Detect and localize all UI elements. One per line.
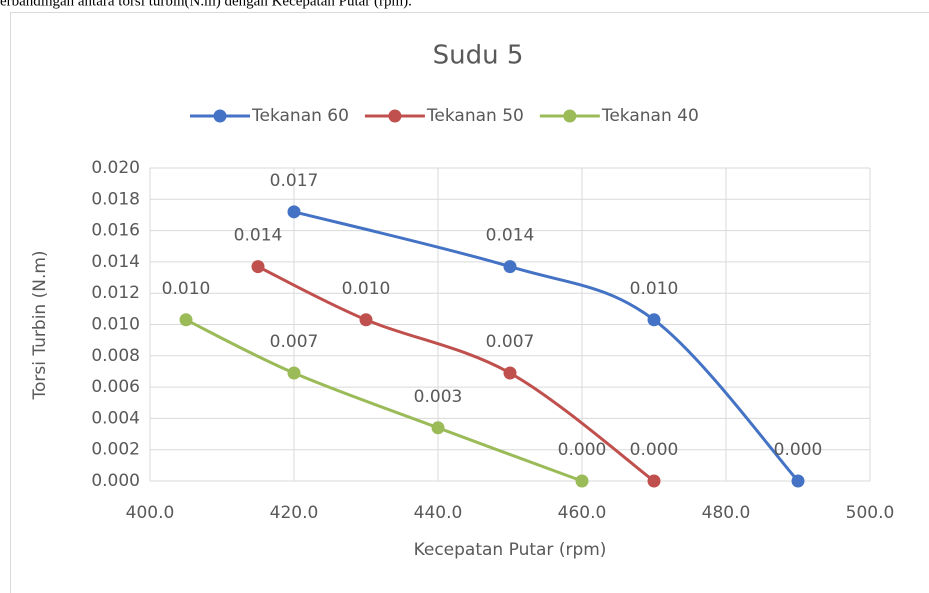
y-axis-title: Torsi Turbin (N.m) (30, 250, 50, 400)
data-label: 0.014 (486, 226, 535, 246)
data-label: 0.000 (630, 440, 679, 460)
legend-label: Tekanan 60 (251, 106, 349, 126)
chart-title: Sudu 5 (433, 41, 524, 71)
x-tick-label: 500.0 (846, 503, 895, 523)
data-label: 0.003 (414, 387, 463, 407)
x-tick-label: 460.0 (558, 503, 607, 523)
data-point (647, 313, 661, 327)
y-tick-label: 0.014 (91, 252, 140, 272)
data-point (503, 260, 517, 274)
y-tick-label: 0.008 (91, 346, 140, 366)
x-axis-title: Kecepatan Putar (rpm) (414, 540, 607, 560)
data-point (251, 260, 265, 274)
data-label: 0.014 (234, 226, 283, 246)
data-label: 0.007 (270, 332, 319, 352)
data-point (431, 421, 445, 435)
series-line (293, 210, 800, 482)
caption: erbandingan antara torsi turbin(N.m) den… (0, 0, 412, 9)
data-label: 0.010 (342, 279, 391, 299)
x-tick-label: 400.0 (126, 503, 175, 523)
chart-frame (10, 12, 929, 593)
y-tick-label: 0.010 (91, 315, 140, 335)
data-point (179, 313, 193, 327)
series-line (257, 265, 655, 483)
data-point (503, 366, 517, 380)
x-tick-label: 440.0 (414, 503, 463, 523)
data-label: 0.010 (630, 279, 679, 299)
y-tick-label: 0.016 (91, 221, 140, 241)
data-point (647, 474, 661, 488)
legend-label: Tekanan 40 (601, 106, 699, 126)
data-label: 0.000 (558, 440, 607, 460)
legend-marker (563, 109, 577, 123)
data-point (575, 474, 589, 488)
y-tick-label: 0.012 (91, 283, 140, 303)
y-tick-label: 0.006 (91, 377, 140, 397)
data-point (359, 313, 373, 327)
data-point (791, 474, 805, 488)
x-tick-label: 420.0 (270, 503, 319, 523)
legend-label: Tekanan 50 (426, 106, 524, 126)
data-label: 0.010 (162, 279, 211, 299)
y-tick-label: 0.004 (91, 408, 140, 428)
legend-marker (213, 109, 227, 123)
data-point (287, 205, 301, 219)
x-tick-label: 480.0 (702, 503, 751, 523)
data-label: 0.007 (486, 332, 535, 352)
legend-marker (388, 109, 402, 123)
y-tick-label: 0.002 (91, 440, 140, 460)
y-tick-label: 0.020 (91, 158, 140, 178)
y-tick-label: 0.000 (91, 471, 140, 491)
data-label: 0.017 (270, 171, 319, 191)
y-tick-label: 0.018 (91, 189, 140, 209)
series-line (185, 318, 583, 483)
data-label: 0.000 (774, 440, 823, 460)
data-point (287, 366, 301, 380)
